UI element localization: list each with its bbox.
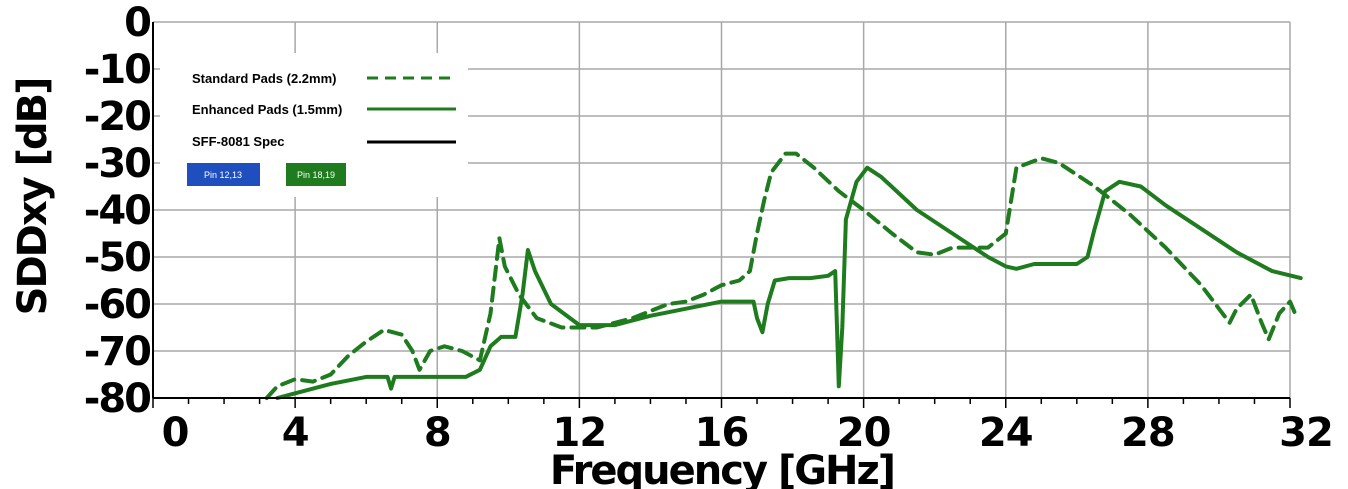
x-tick-label: 4 — [282, 410, 309, 456]
y-tick-label: -20 — [84, 94, 150, 140]
x-axis-title: Frequency [GHz] — [550, 448, 894, 489]
y-tick-label: -60 — [84, 282, 150, 328]
x-tick-label: 20 — [837, 410, 891, 456]
x-tick-label: 24 — [979, 410, 1033, 456]
y-tick-label: -70 — [84, 329, 150, 375]
y-tick-label: -80 — [84, 376, 150, 422]
y-tick-label: -30 — [84, 141, 150, 187]
y-axis-title: SDDxy [dB] — [10, 79, 56, 316]
pin-badge-12-13 — [187, 163, 260, 186]
x-tick-label: 0 — [162, 410, 189, 456]
y-tick-label: -10 — [84, 47, 150, 93]
x-tick-label: 8 — [424, 410, 451, 456]
pin-badge-18-19 — [286, 163, 346, 186]
axes — [152, 22, 1290, 399]
series-line-0 — [264, 151, 1300, 400]
legend-label-spec: SFF-8081 Spec — [192, 134, 285, 149]
y-tick-label: 0 — [124, 0, 150, 46]
x-tick-label: 32 — [1279, 410, 1333, 456]
legend-label-standard: Standard Pads (2.2mm) — [192, 71, 337, 86]
pin-badge-18-19-label: Pin 18,19 — [297, 170, 335, 180]
x-tick-label: 16 — [695, 410, 749, 456]
y-tick-label: -50 — [84, 235, 150, 281]
axis-ticks — [152, 398, 1291, 408]
tick-labels: 0 4 8 12 16 20 24 28 320-10-20-30-40-50-60-70-80 — [84, 0, 1334, 456]
x-tick-label: 28 — [1121, 410, 1175, 456]
plot-area — [264, 151, 1303, 400]
series-line-1 — [275, 165, 1303, 400]
x-tick-label: 12 — [553, 410, 607, 456]
pin-badge-12-13-label: Pin 12,13 — [204, 170, 242, 180]
y-tick-label: -40 — [84, 188, 150, 234]
legend: Standard Pads (2.2mm) Enhanced Pads (1.5… — [160, 53, 468, 197]
legend-label-enhanced: Enhanced Pads (1.5mm) — [192, 102, 342, 117]
